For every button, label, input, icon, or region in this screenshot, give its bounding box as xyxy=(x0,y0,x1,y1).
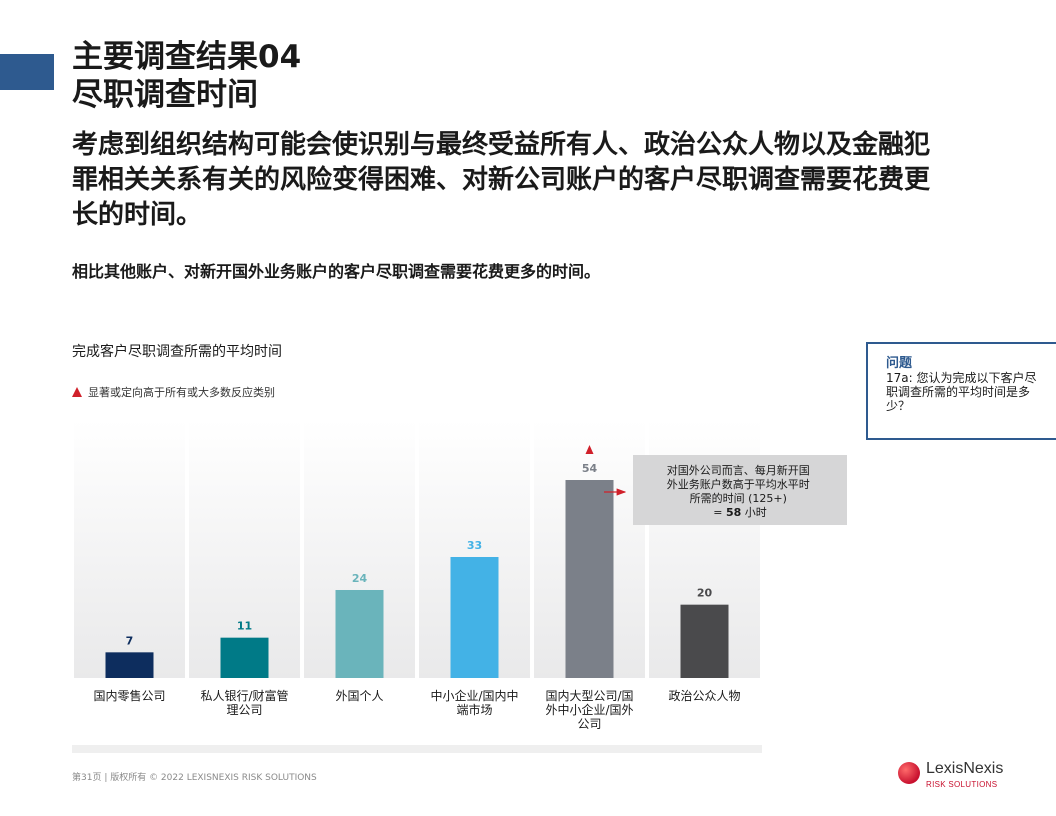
bar-5 xyxy=(565,480,614,678)
svg-text:对国外公司而言、每月新开国 外业务账户数高于平均: 对国外公司而言、每月新开国 外业务账户数高于平均水平时 所需的时间 (125+)… xyxy=(667,463,814,519)
question-box: 问题 17a: 您认为完成以下客户尽职调查所需的平均时间是多少？ xyxy=(866,342,1056,440)
bar-value-label: 54 xyxy=(582,462,598,475)
bar-value-label: 11 xyxy=(237,620,252,633)
callout-value: 58 xyxy=(726,506,741,519)
bar-value-label: 33 xyxy=(467,539,482,552)
category-label: 政治公众人物 xyxy=(668,689,740,703)
accent-bar xyxy=(0,54,54,90)
bar-2 xyxy=(220,637,269,678)
page-title-line1: 主要调查结果04 xyxy=(72,39,302,75)
page-title: 主要调查结果04 尽职调查时间 xyxy=(72,38,301,114)
bar-3 xyxy=(335,590,384,678)
callout-value-suffix: 小时 xyxy=(741,506,767,519)
column-background xyxy=(74,420,185,678)
legend: 显著或定向高于所有或大多数反应类别 xyxy=(72,384,275,400)
bar-value-label: 7 xyxy=(126,634,134,647)
page-title-line2: 尽职调查时间 xyxy=(72,77,258,113)
category-label: 中小企业/国内中端市场 xyxy=(430,688,518,717)
logo-mark-icon xyxy=(898,762,920,784)
subtitle: 相比其他账户、对新开国外业务账户的客户尽职调查需要花费更多的时间。 xyxy=(72,262,601,281)
significance-triangle-icon xyxy=(585,445,594,454)
bar-1 xyxy=(105,652,154,678)
logo-sub: RISK SOLUTIONS xyxy=(926,780,998,789)
bar-6 xyxy=(680,604,729,678)
question-heading: 问题 xyxy=(886,356,913,371)
bar-value-label: 20 xyxy=(697,587,713,600)
category-label: 国内零售公司 xyxy=(93,688,165,703)
question-text: 17a: 您认为完成以下客户尽职调查所需的平均时间是多少？ xyxy=(886,371,1037,413)
column-background xyxy=(189,420,300,678)
bar-value-label: 24 xyxy=(352,572,368,585)
callout: 对国外公司而言、每月新开国 外业务账户数高于平均水平时 所需的时间 (125+)… xyxy=(604,455,847,525)
callout-line-3: 所需的时间 (125+) xyxy=(690,491,787,505)
category-label: 私人银行/财富管理公司 xyxy=(200,688,288,717)
bar-4 xyxy=(450,557,499,678)
callout-box xyxy=(633,455,847,525)
callout-line-2: 外业务账户数高于平均水平时 xyxy=(667,477,810,491)
footer-text: 第31页 | 版权所有 © 2022 LEXISNEXIS RISK SOLUT… xyxy=(72,773,317,783)
significance-triangle-icon xyxy=(72,387,82,397)
headline: 考虑到组织结构可能会使识别与最终受益所有人、政治公众人物以及金融犯罪相关关系有关… xyxy=(72,130,931,230)
category-label: 外国个人 xyxy=(335,689,383,703)
chart-title: 完成客户尽职调查所需的平均时间 xyxy=(72,344,282,360)
callout-line-1: 对国外公司而言、每月新开国 xyxy=(667,463,810,477)
callout-value-prefix: = xyxy=(713,506,726,519)
legend-label: 显著或定向高于所有或大多数反应类别 xyxy=(88,386,275,399)
category-label: 国内大型公司/国外中小企业/国外公司 xyxy=(545,689,633,731)
lexisnexis-logo: LexisNexis RISK SOLUTIONS xyxy=(898,760,1028,792)
logo-name: LexisNexis xyxy=(926,760,1004,777)
chart-baseline-band xyxy=(72,745,762,753)
